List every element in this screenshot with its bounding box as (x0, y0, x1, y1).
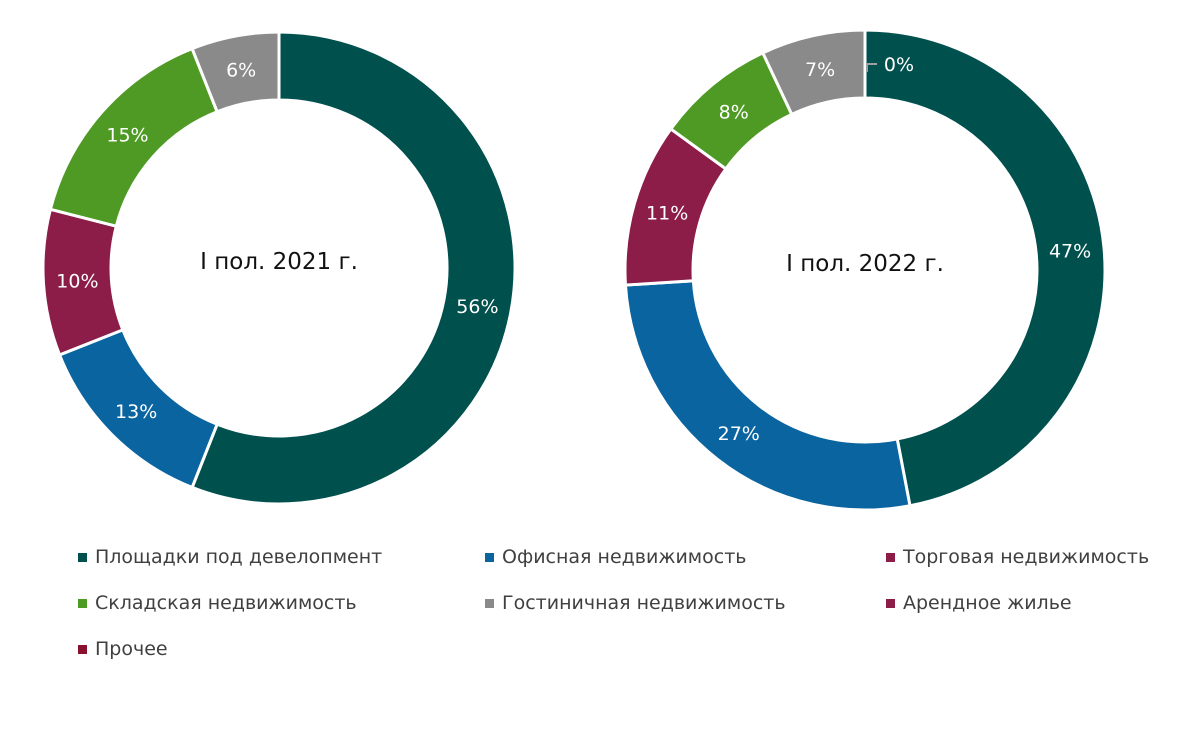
data-label: 8% (719, 101, 749, 123)
legend-item-development: Площадки под девелопмент (78, 546, 382, 568)
legend-swatch (485, 598, 494, 608)
legend-swatch (78, 644, 87, 654)
donut-slice (760, 28, 867, 117)
data-label: 10% (56, 271, 98, 293)
legend-label: Площадки под девелопмент (95, 546, 383, 568)
legend-swatch (485, 552, 494, 562)
data-label: 0% (884, 54, 914, 76)
donut-slice (190, 30, 281, 114)
legend-label: Арендное жилье (903, 592, 1072, 614)
legend-item-office: Офисная недвижимость (485, 546, 746, 568)
legend-swatch (78, 598, 87, 608)
chart-title: I пол. 2022 г. (786, 251, 944, 277)
legend-item-other: Прочее (78, 638, 168, 660)
chart-title: I пол. 2021 г. (200, 249, 358, 275)
data-label: 13% (115, 401, 157, 423)
legend-label: Гостиничная недвижимость (502, 592, 786, 614)
legend-swatch (886, 598, 895, 608)
legend-item-warehouse: Складская недвижимость (78, 592, 357, 614)
legend-label: Прочее (95, 638, 168, 660)
data-label: 11% (646, 203, 688, 225)
donut-slice (190, 30, 517, 506)
data-label: 47% (1049, 241, 1091, 263)
legend-label: Офисная недвижимость (502, 546, 747, 568)
data-label: 27% (718, 423, 760, 445)
legend-item-retail: Торговая недвижимость (886, 546, 1149, 568)
data-label: 7% (805, 59, 835, 81)
donut-slice (623, 279, 912, 512)
data-label: 6% (226, 60, 256, 82)
leader-line (866, 63, 877, 72)
legend-item-rental: Арендное жилье (886, 592, 1072, 614)
legend-item-hotel: Гостиничная недвижимость (485, 592, 786, 614)
legend-label: Торговая недвижимость (903, 546, 1150, 568)
donut-slice (863, 28, 1107, 508)
data-label: 15% (106, 124, 148, 146)
legend-swatch (78, 552, 87, 562)
data-label: 56% (456, 296, 498, 318)
legend-label: Складская недвижимость (95, 592, 357, 614)
legend-swatch (886, 552, 895, 562)
